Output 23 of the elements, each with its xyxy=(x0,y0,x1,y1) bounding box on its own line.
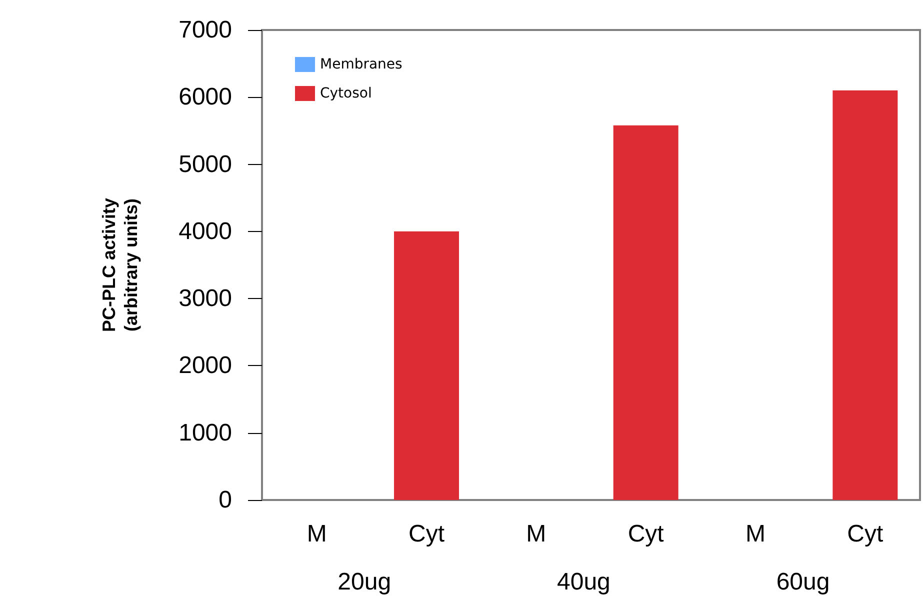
bar xyxy=(394,231,459,500)
y-tick-label: 3000 xyxy=(178,285,232,312)
bar xyxy=(613,125,678,500)
y-tick-label: 6000 xyxy=(178,84,232,111)
legend-label: Cytosol xyxy=(320,86,372,102)
x-tick-label: Cyt xyxy=(408,520,445,548)
y-tick-label: 5000 xyxy=(178,150,232,178)
y-axis-title: PC-PLC activity (arbitrary units) xyxy=(99,198,141,332)
x-tick-label: M xyxy=(526,520,546,548)
y-tick-label: 2000 xyxy=(178,352,232,380)
y-tick-label: 1000 xyxy=(178,419,232,446)
y-tick-label: 0 xyxy=(218,486,232,514)
x-tick-label: M xyxy=(746,520,766,548)
x-tick-label: Cyt xyxy=(628,520,664,548)
x-tick-label: Cyt xyxy=(847,520,884,548)
legend-label: Membranes xyxy=(320,56,402,72)
text: 40ug xyxy=(557,568,610,596)
x-tick-label: M xyxy=(306,520,327,548)
y-tick-label: 4000 xyxy=(178,218,232,245)
y-tick-label: 7000 xyxy=(178,16,232,44)
text: 20ug xyxy=(338,568,392,596)
bar xyxy=(832,90,898,500)
text: 60ug xyxy=(776,568,830,596)
